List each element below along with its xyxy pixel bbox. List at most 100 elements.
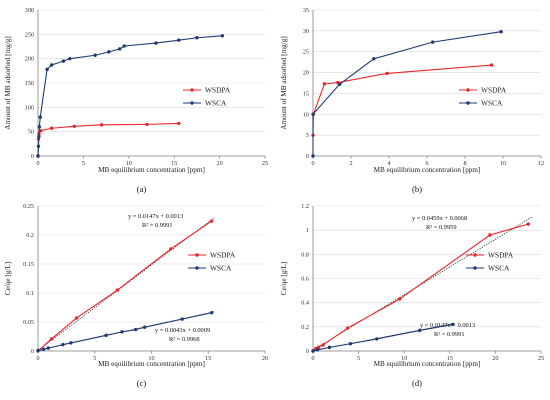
- data-point-wsca: [104, 333, 108, 338]
- y-tick-label: 10: [303, 111, 309, 118]
- y-axis-title: Amount of MB adsorbed [mg/g]: [4, 36, 12, 129]
- x-tick-label: 0: [36, 160, 39, 167]
- legend-marker-wsca: [195, 266, 199, 270]
- x-tick-label: 0: [311, 355, 314, 362]
- y-tick-label: 250: [25, 31, 34, 38]
- data-point-wsdpa: [345, 326, 350, 330]
- data-point-wsdpa: [49, 126, 54, 130]
- y-tick-label: 0.25: [23, 203, 34, 210]
- data-point-wsca: [61, 342, 65, 347]
- legend-marker-wsdpa: [195, 253, 199, 257]
- x-tick-label: 25: [262, 160, 268, 167]
- legend-marker-wsca: [466, 101, 470, 105]
- legend-label-wsca: WSCA: [481, 99, 503, 108]
- data-point-wsdpa: [177, 121, 181, 126]
- data-point-wsdpa: [74, 316, 79, 320]
- y-tick-label: 0.2: [26, 232, 34, 239]
- x-tick-label: 6: [425, 160, 428, 167]
- y-tick-label: 1.2: [301, 203, 309, 210]
- x-axis-title: MB equilibrium concentration [ppm]: [374, 166, 481, 174]
- legend-label-wsca: WSCA: [210, 264, 232, 273]
- y-tick-label: 1: [306, 227, 309, 234]
- y-tick-label: 150: [25, 80, 34, 87]
- data-point-wsdpa: [385, 71, 389, 76]
- y-tick-label: 0: [31, 153, 34, 160]
- x-axis-title: MB equilibrium concentration [ppm]: [98, 166, 205, 174]
- series-line-wsca: [37, 35, 223, 157]
- y-tick-label: 100: [25, 104, 34, 111]
- y-tick-label: 0.15: [23, 261, 34, 268]
- series-line-wsdpa: [312, 223, 529, 352]
- x-tick-label: 20: [217, 160, 223, 167]
- y-tick-label: 35: [303, 7, 309, 14]
- data-point-wsca: [180, 317, 184, 321]
- trendline-equation: y = 0.0459x + 0.0068: [412, 215, 467, 222]
- x-tick-label: 0: [311, 160, 314, 167]
- data-point-wsdpa: [488, 233, 492, 237]
- y-tick-label: 0: [31, 348, 34, 355]
- data-point-wsdpa: [115, 288, 120, 292]
- data-point-wsca: [36, 154, 40, 158]
- data-point-wsdpa: [322, 82, 327, 86]
- trendline-r2: R² = 0.9959: [426, 224, 457, 231]
- data-point-wsdpa: [145, 122, 149, 127]
- data-point-wsca: [49, 63, 54, 67]
- x-tick-label: 20: [262, 355, 268, 362]
- data-point-wsca: [122, 44, 126, 48]
- data-point-wsca: [154, 41, 158, 45]
- data-point-wsca: [348, 342, 353, 346]
- panel-letter: (b): [412, 184, 422, 194]
- trendline-r2: R² = 0.9991: [434, 331, 465, 338]
- x-tick-label: 10: [148, 355, 154, 362]
- data-point-wsdpa: [39, 128, 43, 133]
- x-tick-label: 12: [538, 160, 544, 167]
- data-point-wsca: [107, 50, 111, 54]
- series-line-wsdpa: [37, 220, 212, 352]
- legend-label-wsdpa: WSDPA: [488, 251, 514, 260]
- trendline-equation: y = 0.0147x + 0.0013: [128, 213, 183, 220]
- x-tick-label: 10: [126, 160, 132, 167]
- series-line-wsca: [312, 31, 502, 156]
- data-point-wsca: [431, 40, 435, 44]
- chart-panel-2: 0 5 10 15 20 25 30 35 0 2 4 6 8 10 12 MB equilibrium co…: [280, 7, 544, 194]
- trendline-r2: R² = 0.9968: [169, 336, 200, 343]
- data-point-wsca: [41, 347, 46, 351]
- legend-marker-wsdpa: [473, 253, 477, 257]
- x-tick-label: 5: [82, 160, 85, 167]
- y-axis-title: Ce/qe [g/L]: [280, 262, 288, 295]
- data-point-wsdpa: [209, 219, 214, 223]
- legend-label-wsca: WSCA: [488, 264, 510, 273]
- data-point-wsca: [177, 38, 181, 42]
- chart-panel-1: 0 50 100 150 200 250 300 0 5 10 15 20 25 MB equilibri…: [4, 7, 268, 194]
- y-tick-label: 0: [306, 348, 309, 355]
- y-tick-label: 0.05: [23, 319, 34, 326]
- legend-marker-wsdpa: [466, 88, 470, 92]
- x-tick-label: 4: [387, 160, 390, 167]
- x-tick-label: 10: [500, 160, 506, 167]
- data-point-wsca: [209, 311, 214, 315]
- y-tick-label: 15: [303, 90, 309, 97]
- data-point-wsca: [133, 327, 138, 332]
- panel-letter: (a): [137, 184, 147, 194]
- legend-marker-wsca: [190, 101, 194, 105]
- x-tick-label: 5: [93, 355, 96, 362]
- y-tick-label: 200: [25, 56, 34, 63]
- x-axis-title: MB equilibrium concentration [ppm]: [374, 360, 481, 368]
- data-point-wsca: [311, 349, 315, 353]
- data-point-wsca: [195, 36, 199, 40]
- y-tick-label: 0: [306, 153, 309, 160]
- data-point-wsdpa: [72, 124, 77, 129]
- y-tick-label: 25: [303, 49, 309, 56]
- data-point-wsca: [93, 53, 97, 57]
- x-tick-label: 8: [463, 160, 466, 167]
- y-axis-title: Ce/qe [g/L]: [4, 262, 12, 295]
- trendline-equation: y = 0.0043x + 0.0009: [155, 327, 210, 334]
- data-point-wsdpa: [397, 297, 402, 301]
- data-point-wsdpa: [489, 63, 494, 67]
- data-point-wsca: [37, 125, 42, 129]
- x-tick-label: 10: [401, 355, 407, 362]
- data-point-wsdpa: [49, 337, 54, 341]
- y-tick-label: 0.1: [26, 290, 34, 297]
- legend-label-wsdpa: WSDPA: [205, 86, 231, 95]
- data-point-wsca: [46, 346, 50, 350]
